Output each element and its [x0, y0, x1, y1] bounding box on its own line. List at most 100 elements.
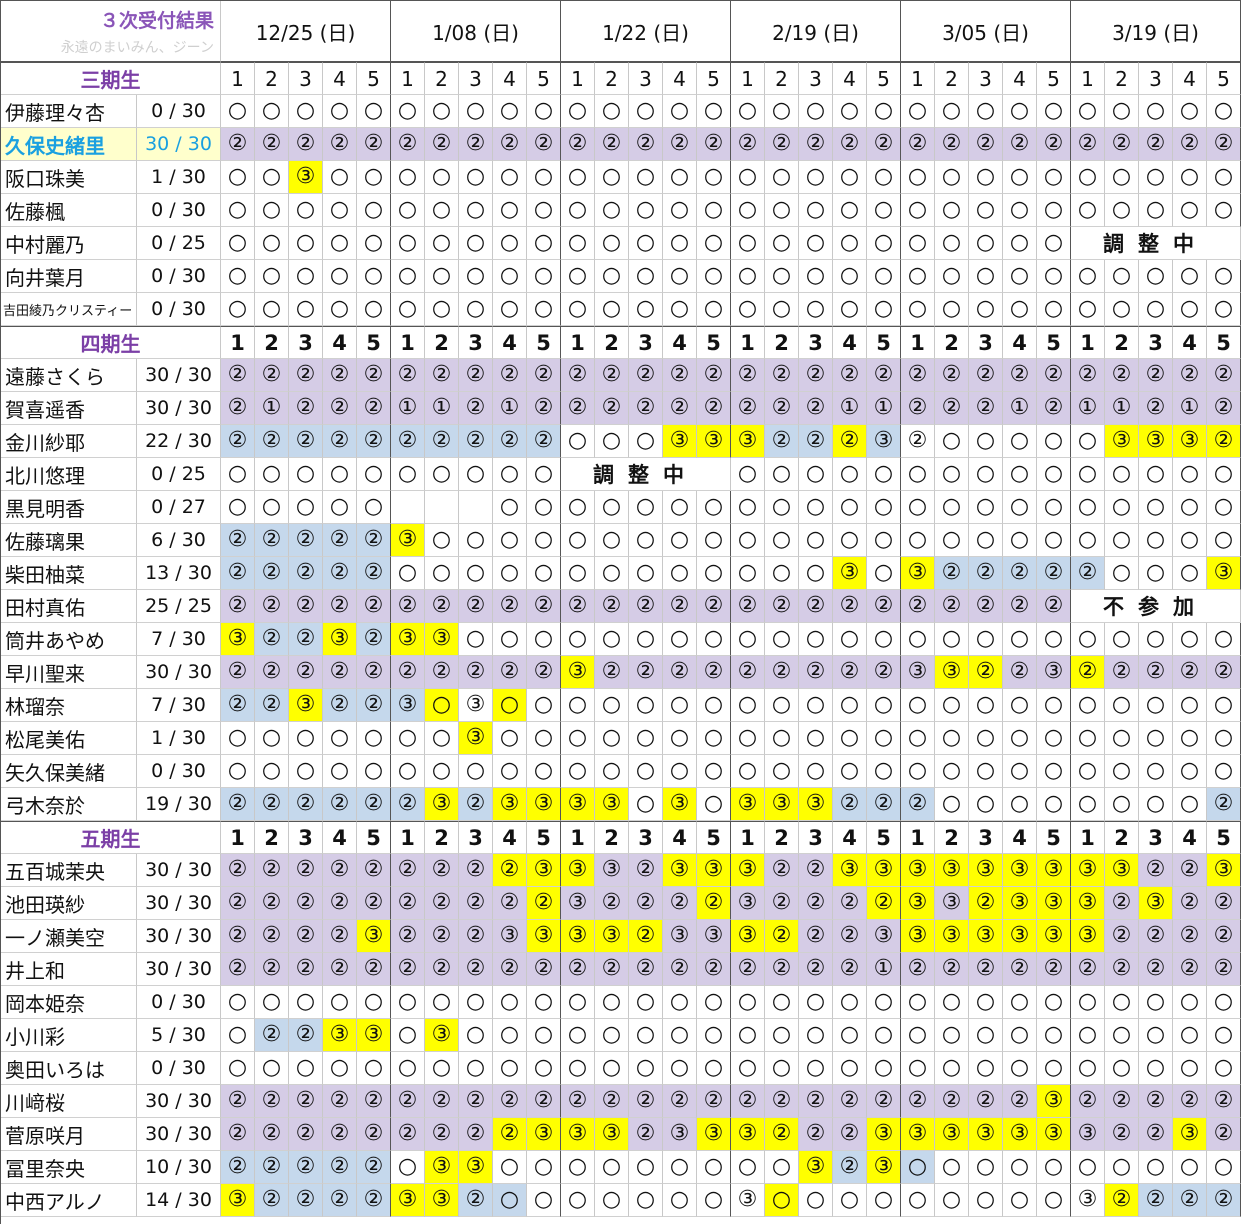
open-slot-mark: ○: [1105, 458, 1139, 491]
open-slot-mark: ○: [459, 986, 493, 1019]
slot-result-3: ③: [357, 920, 391, 953]
open-slot-mark: ○: [493, 491, 527, 524]
open-slot-mark: ○: [969, 425, 1003, 458]
member-score: 0 / 30: [137, 1052, 221, 1085]
open-slot-mark: ○: [255, 227, 289, 260]
slot-number: 2: [1105, 821, 1139, 854]
slot-result-3: ③: [663, 1118, 697, 1151]
slot-result-3: ③: [935, 920, 969, 953]
slot-result-3: ③: [1037, 887, 1071, 920]
slot-result-3: ③: [1139, 425, 1173, 458]
slot-result-2: ②: [1105, 656, 1139, 689]
member-score: 30 / 30: [137, 887, 221, 920]
slot-result-2: ②: [425, 590, 459, 623]
open-slot-mark: ○: [425, 161, 459, 194]
open-slot-mark: ○: [731, 524, 765, 557]
open-slot-mark: ○: [697, 1151, 731, 1184]
open-slot-mark: ○: [221, 95, 255, 128]
open-slot-mark: ○: [527, 722, 561, 755]
slot-number: 5: [867, 821, 901, 854]
open-slot-mark: ○: [527, 161, 561, 194]
slot-result-2: ②: [493, 128, 527, 161]
open-slot-mark: ○: [663, 1019, 697, 1052]
slot-result-1: ①: [867, 953, 901, 986]
open-slot-mark: ○: [527, 1052, 561, 1085]
open-slot-mark: ○: [867, 293, 901, 326]
open-slot-mark: ○: [1071, 755, 1105, 788]
slot-result-2: ②: [255, 557, 289, 590]
slot-result-2: ②: [595, 656, 629, 689]
open-slot-mark: ○: [561, 1052, 595, 1085]
open-slot-mark: ○: [221, 1019, 255, 1052]
slot-result-3: ③: [357, 1019, 391, 1052]
open-slot-mark: ○: [561, 227, 595, 260]
slot-result-3: ③: [663, 788, 697, 821]
slot-result-2: ②: [357, 1118, 391, 1151]
member-score: 7 / 30: [137, 689, 221, 722]
slot-result-1: ①: [1173, 392, 1207, 425]
open-slot-mark: ○: [459, 755, 493, 788]
open-slot-mark: ○: [493, 722, 527, 755]
open-slot-mark: ○: [867, 755, 901, 788]
slot-result-2: ②: [969, 557, 1003, 590]
slot-result-2: ②: [493, 590, 527, 623]
member-score: 19 / 30: [137, 788, 221, 821]
slot-result-2: ②: [799, 854, 833, 887]
open-slot-mark: ○: [1003, 1184, 1037, 1217]
slot-number: 2: [1105, 62, 1139, 95]
slot-result-2: ②: [459, 1184, 493, 1217]
slot-result-2: ②: [323, 854, 357, 887]
slot-result-2: ②: [425, 953, 459, 986]
slot-result-3: ③: [1037, 656, 1071, 689]
slot-number: 4: [833, 62, 867, 95]
open-slot-mark: ○: [561, 293, 595, 326]
open-slot-mark: ○: [833, 524, 867, 557]
open-slot-mark: ○: [969, 722, 1003, 755]
open-slot-mark: ○: [1105, 1151, 1139, 1184]
slot-result-3: ③: [969, 854, 1003, 887]
open-slot-mark: ○: [1071, 788, 1105, 821]
slot-number: 1: [1071, 326, 1105, 359]
open-slot-mark: ○: [935, 161, 969, 194]
slot-result-2: ②: [1003, 1085, 1037, 1118]
slot-result-2: ②: [1207, 1184, 1241, 1217]
open-slot-mark: ○: [391, 722, 425, 755]
slot-result-2: ②: [255, 128, 289, 161]
open-slot-mark: ○: [1105, 623, 1139, 656]
open-slot-mark: ○: [663, 722, 697, 755]
open-slot-mark: ○: [799, 1019, 833, 1052]
open-slot-mark: ○: [289, 1052, 323, 1085]
slot-result-2: ②: [425, 656, 459, 689]
slot-result-3: ③: [901, 656, 935, 689]
open-slot-mark: ○: [833, 1052, 867, 1085]
slot-result-2: ②: [901, 1085, 935, 1118]
slot-result-2: ②: [595, 1085, 629, 1118]
open-slot-mark: ○: [289, 293, 323, 326]
slot-result-3: ③: [663, 920, 697, 953]
open-slot-mark: ○: [595, 1151, 629, 1184]
open-slot-mark: ○: [221, 260, 255, 293]
open-slot-mark: ○: [731, 293, 765, 326]
slot-result-3: ③: [1003, 887, 1037, 920]
slot-result-2: ②: [833, 1118, 867, 1151]
slot-result-3: ③: [493, 788, 527, 821]
open-slot-mark: ○: [561, 722, 595, 755]
slot-result-3: ③: [731, 1118, 765, 1151]
open-slot-mark: ○: [595, 260, 629, 293]
open-slot-mark: ○: [867, 260, 901, 293]
slot-result-2: ②: [1207, 788, 1241, 821]
open-slot-mark: ○: [629, 260, 663, 293]
open-slot-mark: ○: [969, 788, 1003, 821]
slot-result-2: ②: [1105, 953, 1139, 986]
open-slot-mark: ○: [1139, 524, 1173, 557]
slot-result-2: ②: [629, 359, 663, 392]
slot-result-2: ②: [1139, 1118, 1173, 1151]
open-slot-mark: ○: [255, 458, 289, 491]
open-slot-mark: ○: [1037, 95, 1071, 128]
slot-number: 4: [323, 62, 357, 95]
open-slot-mark: ○: [731, 1019, 765, 1052]
group-label: 三期生: [1, 62, 221, 95]
open-slot-mark: ○: [697, 788, 731, 821]
open-slot-mark: ○: [1037, 722, 1071, 755]
slot-result-2: ②: [765, 854, 799, 887]
